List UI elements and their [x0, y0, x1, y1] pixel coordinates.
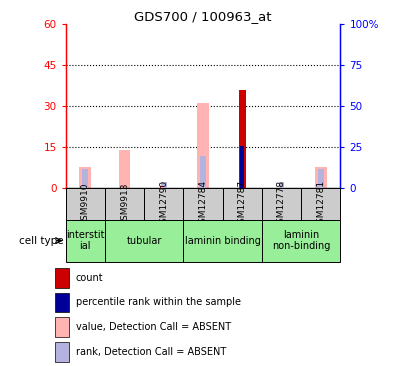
- Bar: [66, 188, 105, 220]
- Bar: [161, 182, 167, 188]
- Bar: [279, 182, 285, 188]
- Bar: [66, 220, 105, 262]
- Bar: [55, 317, 69, 337]
- Bar: [105, 188, 144, 220]
- Bar: [262, 188, 301, 220]
- Title: GDS700 / 100963_at: GDS700 / 100963_at: [134, 10, 272, 23]
- Bar: [105, 220, 183, 262]
- Bar: [315, 167, 327, 188]
- Bar: [160, 186, 167, 188]
- Text: GSM12784: GSM12784: [199, 180, 207, 228]
- Bar: [183, 220, 262, 262]
- Bar: [55, 268, 69, 288]
- Bar: [240, 146, 244, 188]
- Bar: [239, 90, 246, 188]
- Bar: [183, 188, 222, 220]
- Text: interstit
ial: interstit ial: [66, 230, 105, 251]
- Bar: [119, 150, 131, 188]
- Text: cell type: cell type: [19, 236, 64, 246]
- Text: laminin
non-binding: laminin non-binding: [272, 230, 330, 251]
- Bar: [262, 220, 340, 262]
- Text: GSM12790: GSM12790: [159, 179, 168, 229]
- Bar: [144, 188, 183, 220]
- Text: percentile rank within the sample: percentile rank within the sample: [76, 298, 241, 307]
- Text: GSM12778: GSM12778: [277, 179, 286, 229]
- Bar: [318, 169, 324, 188]
- Bar: [197, 103, 209, 188]
- Text: count: count: [76, 273, 103, 283]
- Text: value, Detection Call = ABSENT: value, Detection Call = ABSENT: [76, 322, 231, 332]
- Bar: [55, 292, 69, 312]
- Text: GSM9910: GSM9910: [81, 182, 90, 226]
- Bar: [301, 188, 340, 220]
- Text: GSM12781: GSM12781: [316, 179, 325, 229]
- Bar: [80, 167, 91, 188]
- Text: laminin binding: laminin binding: [185, 236, 261, 246]
- Text: rank, Detection Call = ABSENT: rank, Detection Call = ABSENT: [76, 347, 226, 357]
- Text: tubular: tubular: [127, 236, 162, 246]
- Bar: [55, 342, 69, 362]
- Bar: [200, 156, 206, 188]
- Bar: [222, 188, 262, 220]
- Bar: [82, 169, 88, 188]
- Text: GSM12787: GSM12787: [238, 179, 247, 229]
- Text: GSM9913: GSM9913: [120, 182, 129, 226]
